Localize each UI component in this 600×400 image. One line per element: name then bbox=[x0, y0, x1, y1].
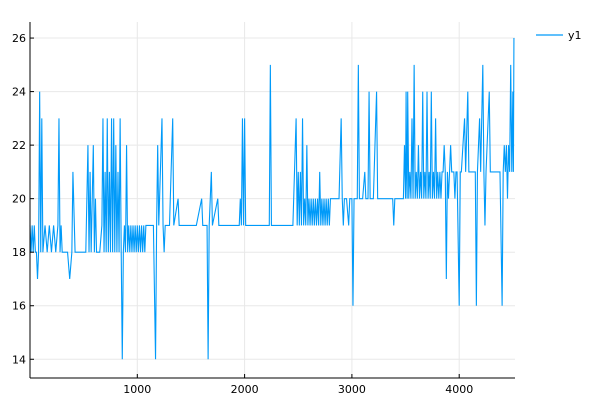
x-tick-label: 2000 bbox=[231, 383, 259, 396]
x-tick-label: 1000 bbox=[123, 383, 151, 396]
x-axis-ticks: 1000 2000 3000 4000 bbox=[123, 374, 473, 396]
y-tick-label: 24 bbox=[12, 86, 26, 99]
series-y1-line bbox=[29, 38, 515, 360]
y-tick-label: 20 bbox=[12, 193, 26, 206]
y-axis-ticks: 14 16 18 20 22 24 26 bbox=[12, 32, 34, 366]
grid bbox=[30, 22, 515, 378]
legend-label-y1: y1 bbox=[568, 29, 582, 42]
y-tick-label: 14 bbox=[12, 353, 26, 366]
axes bbox=[29, 22, 515, 379]
y-tick-label: 22 bbox=[12, 139, 26, 152]
y-tick-label: 16 bbox=[12, 300, 26, 313]
y-tick-label: 18 bbox=[12, 246, 26, 259]
legend: y1 bbox=[536, 29, 582, 42]
x-tick-label: 4000 bbox=[445, 383, 473, 396]
x-tick-label: 3000 bbox=[338, 383, 366, 396]
y-tick-label: 26 bbox=[12, 32, 26, 45]
